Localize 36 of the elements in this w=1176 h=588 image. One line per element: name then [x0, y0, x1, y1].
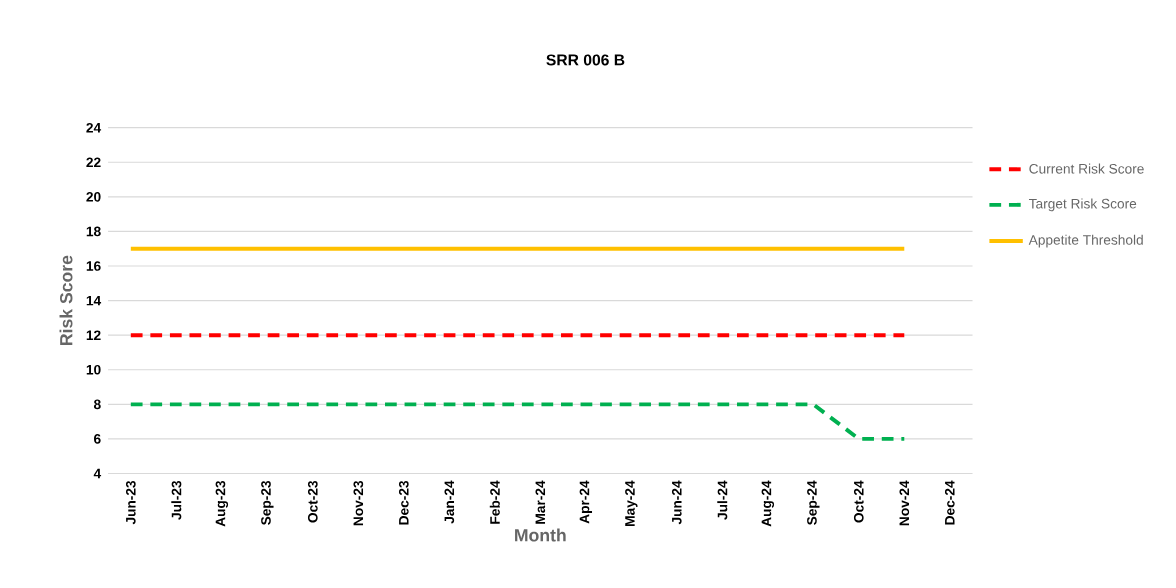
x-tick-label: Sep-23 — [261, 480, 274, 525]
y-tick-label: 14 — [86, 295, 102, 306]
y-tick-label: 6 — [94, 433, 101, 444]
y-tick-label: 12 — [86, 330, 101, 340]
y-tick-label: 8 — [93, 399, 101, 409]
x-tick-label: Aug-24 — [761, 480, 775, 527]
x-tick-label: Oct-24 — [853, 480, 864, 523]
legend-label: Target Risk Score — [1028, 198, 1137, 212]
legend-label: Current Risk Score — [1029, 163, 1144, 174]
x-tick-label: Jun-23 — [125, 480, 136, 525]
x-tick-label: Mar-24 — [535, 480, 546, 524]
x-tick-label: Oct-23 — [307, 480, 318, 523]
chart-title: SRR 006 B — [546, 54, 625, 66]
x-tick-label: Nov-23 — [353, 480, 364, 525]
y-tick-label: 20 — [86, 191, 101, 202]
x-tick-label: Dec-23 — [398, 480, 409, 525]
x-tick-label: Jul-24 — [717, 480, 728, 520]
y-tick-label: 16 — [86, 260, 101, 271]
y-axis-title: Risk Score — [59, 255, 73, 345]
y-tick-label: 10 — [86, 364, 101, 375]
x-tick-label: Dec-24 — [944, 480, 955, 525]
x-tick-label: Apr-24 — [579, 480, 593, 524]
y-tick-label: 22 — [86, 157, 101, 167]
x-tick-label: Jul-23 — [171, 480, 182, 520]
x-tick-label: Sep-24 — [807, 480, 820, 525]
x-axis-title: Month — [515, 528, 566, 542]
x-tick-label: Jun-24 — [671, 480, 682, 525]
x-tick-label: Jan-24 — [444, 480, 455, 524]
x-tick-label: Nov-24 — [899, 480, 910, 525]
y-tick-label: 18 — [86, 226, 101, 237]
y-tick-label: 24 — [86, 122, 102, 133]
x-tick-label: Feb-24 — [489, 480, 500, 524]
x-tick-label: May-24 — [625, 480, 638, 526]
x-tick-label: Aug-23 — [215, 480, 229, 527]
y-tick-label: 4 — [93, 468, 102, 478]
legend-label: Appetite Threshold — [1028, 234, 1143, 248]
